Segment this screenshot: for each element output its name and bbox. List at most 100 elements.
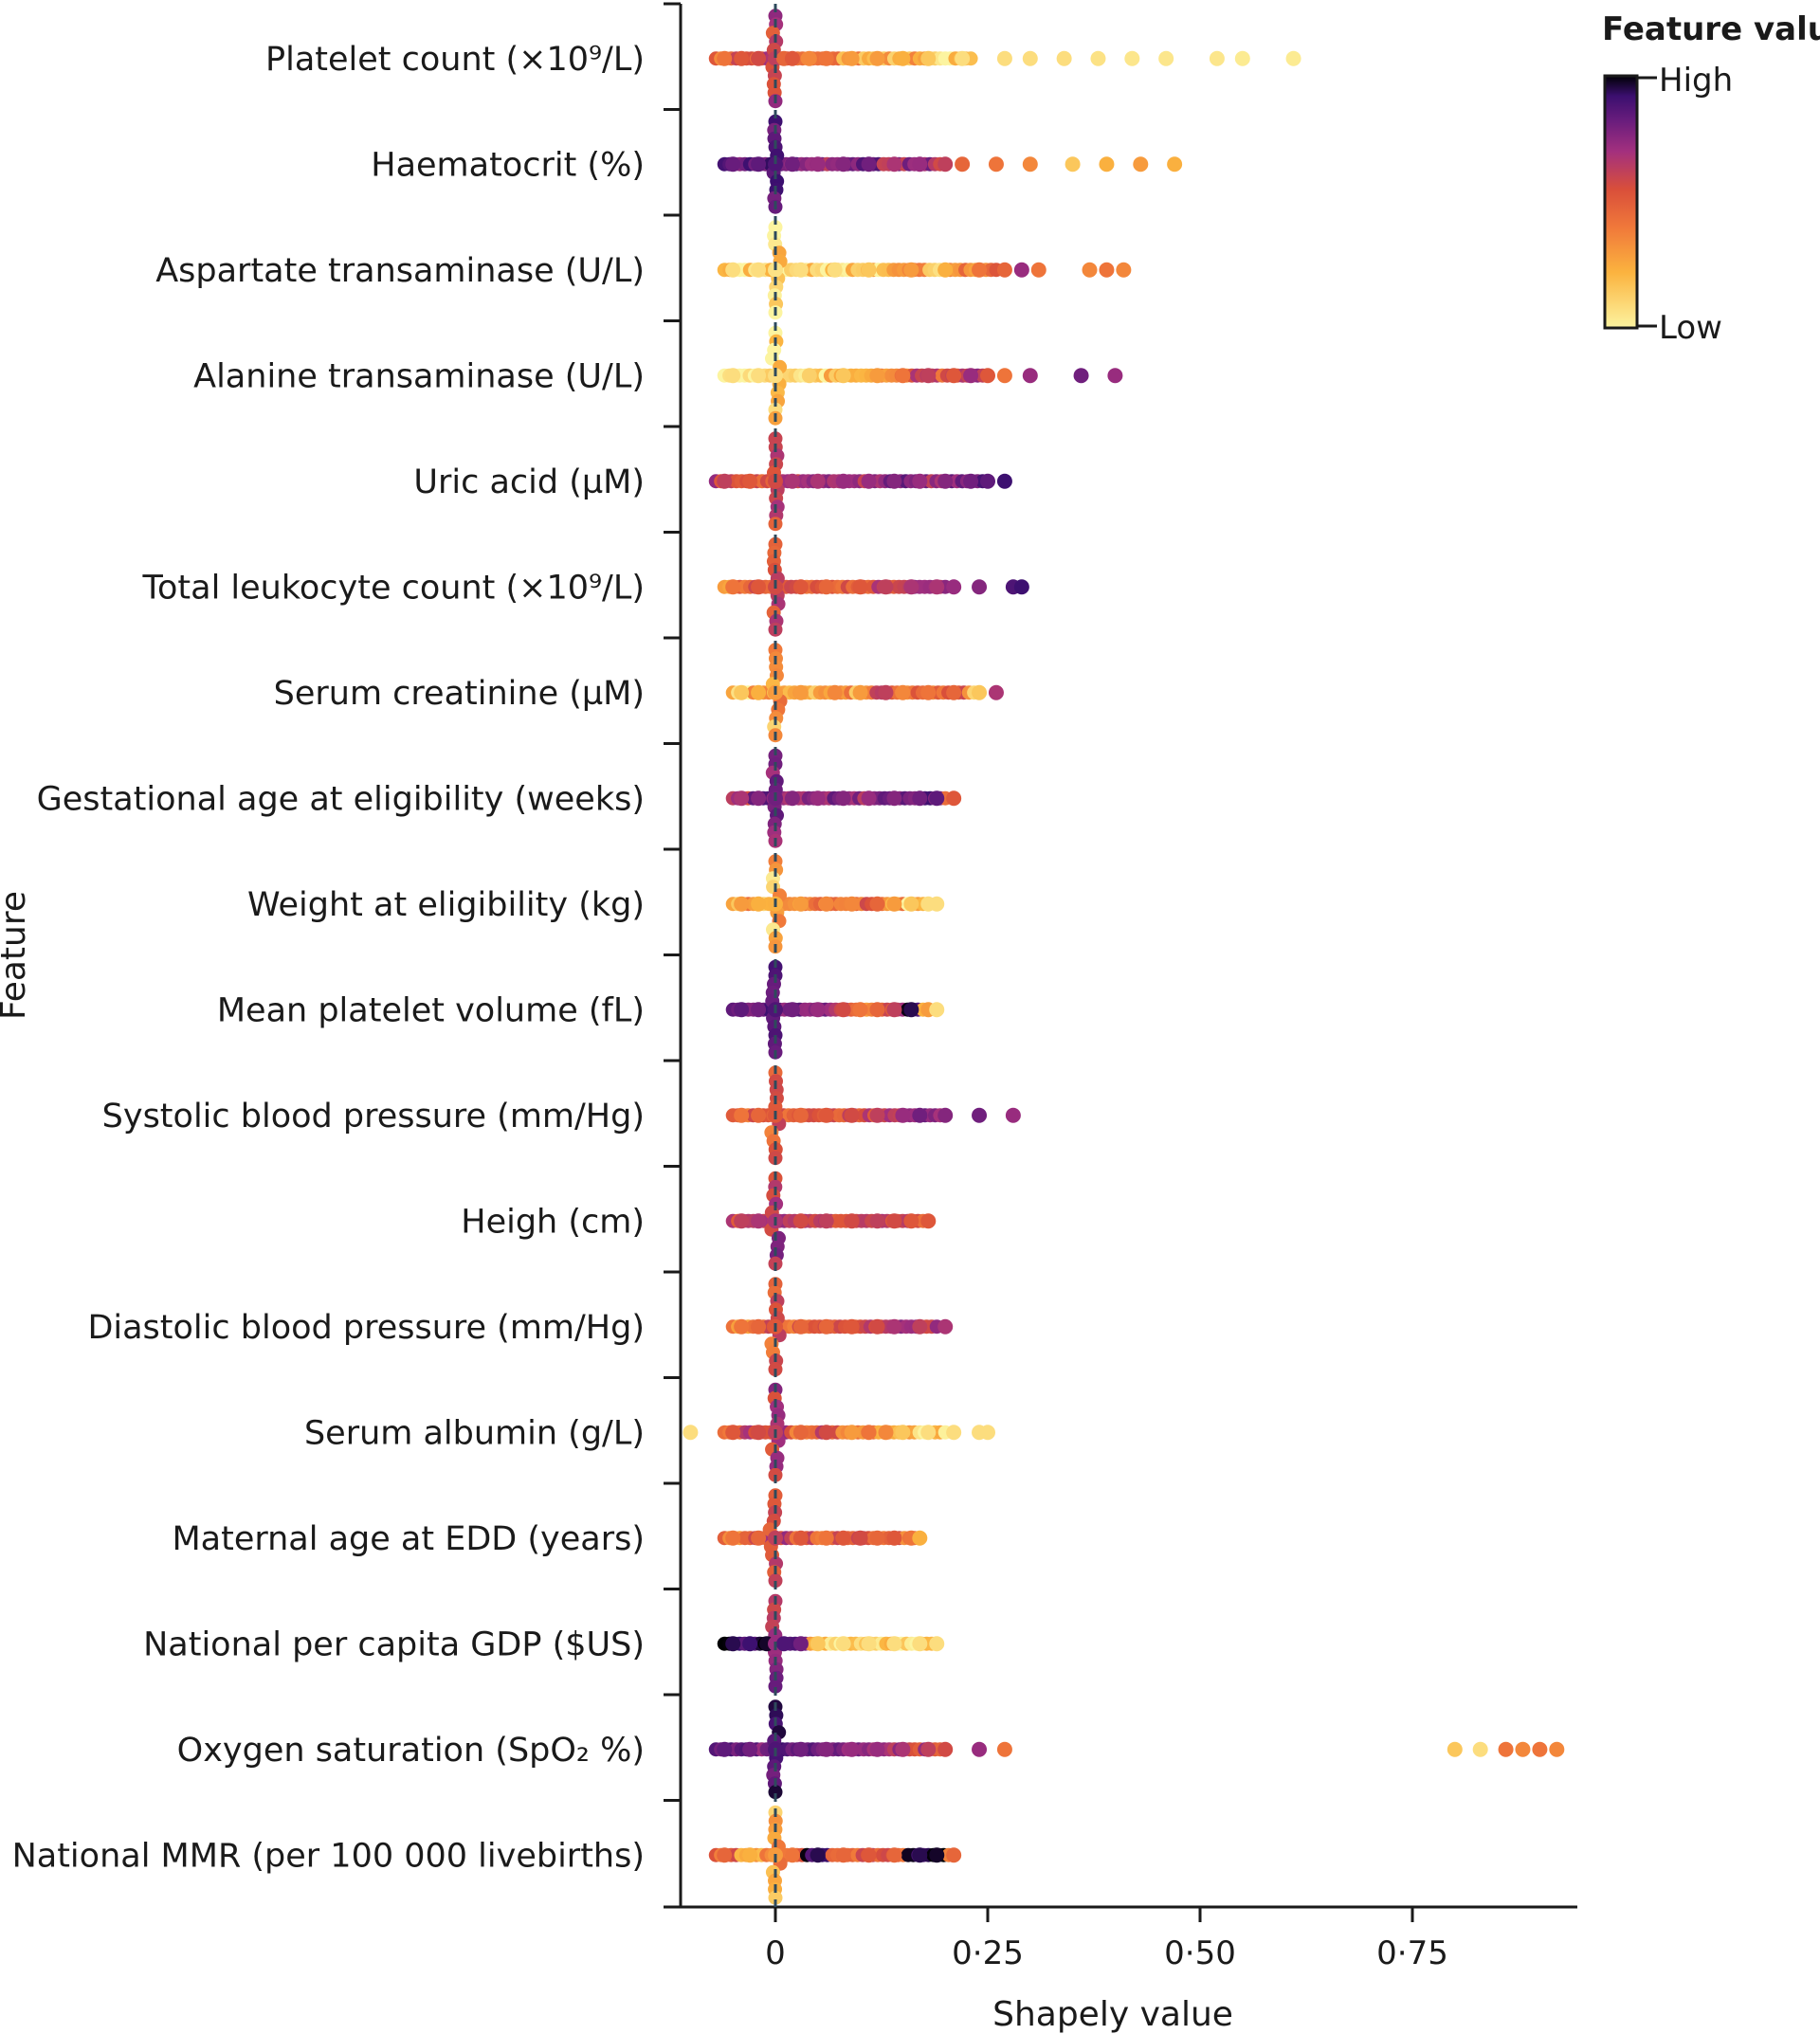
feature-label: Oxygen saturation (SpO₂ %) [177,1732,645,1770]
data-point [835,790,851,807]
data-point [801,50,817,66]
data-point [929,1847,945,1863]
data-point [929,1636,945,1652]
data-point [717,50,733,66]
data-point [895,1107,911,1123]
data-point [1065,156,1081,173]
data-point [912,156,928,173]
data-point [937,156,954,173]
data-point [827,684,843,700]
data-point [835,1002,851,1018]
data-point [886,1213,902,1229]
data-point [869,1213,885,1229]
data-point [861,1847,877,1863]
data-point [682,1425,699,1441]
data-point [886,790,902,807]
data-point [903,1213,919,1229]
data-point [717,1741,733,1757]
data-point [784,1002,800,1018]
data-point [912,1847,928,1863]
feature-label: Serum creatinine (µM) [274,675,645,713]
data-point [1209,50,1225,66]
data-point [1099,156,1115,173]
data-point [937,262,954,278]
axes [664,2,1577,1909]
data-point [844,1107,860,1123]
data-point [742,1847,758,1863]
data-point [792,1636,809,1652]
data-point [784,473,800,489]
data-point [818,1425,834,1441]
data-point [946,790,962,807]
data-point [844,896,860,912]
colorbar-low-label: Low [1659,309,1722,347]
data-point [784,50,800,66]
data-point [792,896,809,912]
data-point [912,1636,928,1652]
feature-label: Heigh (cm) [461,1203,645,1241]
data-point [1158,50,1174,66]
data-point [869,1107,885,1123]
data-point [810,473,826,489]
data-point [768,1679,783,1694]
feature-label: Systolic blood pressure (mm/Hg) [102,1098,645,1135]
data-point [980,473,995,489]
data-point [937,1318,954,1335]
data-point [1549,1741,1565,1757]
data-point [937,1741,954,1757]
data-point [751,1530,767,1546]
data-point [810,1847,826,1863]
data-point [1013,262,1029,278]
data-point [895,50,911,66]
data-point [835,1530,851,1546]
data-point [734,1002,750,1018]
data-point [1013,579,1029,595]
data-point [1022,368,1038,384]
data-point [972,1107,988,1123]
data-point [792,684,809,700]
data-point [972,684,988,700]
data-point [818,50,834,66]
data-point [895,1741,911,1757]
x-tick-label: 0 [765,1934,786,1972]
data-point [835,473,851,489]
data-point [742,473,758,489]
data-point [827,262,843,278]
feature-label: Platelet count (×10⁹/L) [265,41,645,79]
data-point [1082,262,1098,278]
data-point [792,579,809,595]
data-point [1472,1741,1488,1757]
feature-labels: Platelet count (×10⁹/L) Haematocrit (%) As… [12,41,645,1876]
data-point [734,1107,750,1123]
data-point [751,262,767,278]
x-tick-label: 0·50 [1164,1934,1236,1972]
data-point [810,1636,826,1652]
data-point [869,896,885,912]
data-point [895,684,911,700]
data-point [1447,1741,1463,1757]
feature-label: Haematocrit (%) [371,146,645,184]
data-point [792,1107,809,1123]
data-point [946,579,962,595]
data-point [963,473,979,489]
data-point [878,684,894,700]
data-point [980,368,995,384]
data-point [742,1741,758,1757]
colorbar-title: Feature value [1602,10,1820,48]
data-point [886,1636,902,1652]
data-point [751,579,767,595]
feature-label: Maternal age at EDD (years) [172,1520,645,1558]
data-point [751,1213,767,1229]
data-point [937,1107,954,1123]
data-point [895,368,911,384]
data-point [751,1425,767,1441]
data-point [903,579,919,595]
data-point [751,684,767,700]
data-point [996,473,1012,489]
data-point [784,1847,800,1863]
data-point [818,896,834,912]
data-point [844,1425,860,1441]
data-point [1022,156,1038,173]
data-point [903,896,919,912]
